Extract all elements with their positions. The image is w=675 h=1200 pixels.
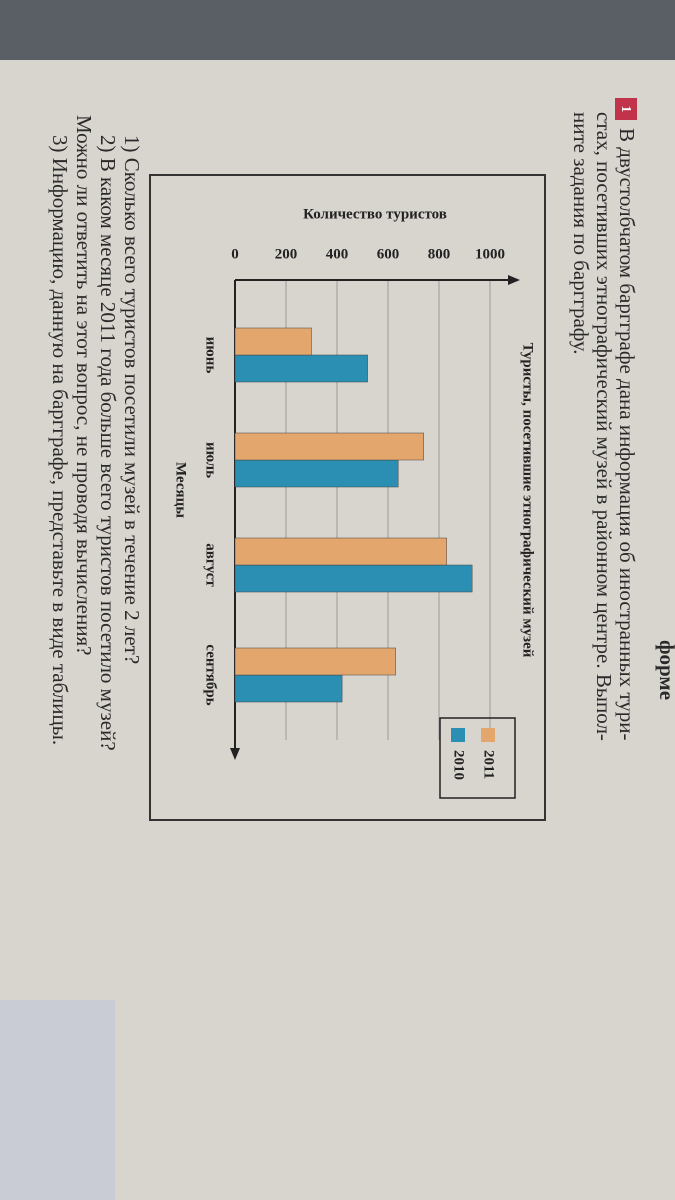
question-line: 3) Информацию, данную на баргграфе, пред… (48, 135, 72, 745)
intro-line: В двустолбчатом баргграфе дана информаци… (615, 128, 639, 740)
bar (234, 327, 312, 356)
y-tick-label: 800 (428, 246, 451, 262)
y-tick-label: 200 (275, 246, 298, 262)
bar (234, 432, 424, 461)
axis-arrow (230, 748, 240, 760)
intro-line: ните задания по баргграфу. (569, 112, 593, 355)
chart-frame (149, 174, 546, 821)
question-line: 2) В каком месяце 2011 года больше всего… (96, 135, 120, 751)
rotated-page: форме 1 В двустолбчатом баргграфе дана и… (0, 60, 675, 1200)
legend-label: 2010 (451, 750, 467, 780)
axis-arrow (508, 275, 520, 285)
y-tick-label: 400 (326, 246, 349, 262)
y-tick-label: 1000 (475, 246, 505, 262)
question-line: Можно ли ответить на этот вопрос, не про… (72, 115, 96, 655)
y-tick-label: 0 (231, 246, 239, 262)
task-number: 1 (618, 106, 633, 113)
bar (234, 647, 396, 676)
bar (234, 354, 368, 383)
chart-title: Туристы, посетившие этнографический музе… (520, 343, 536, 658)
y-tick-label: 600 (377, 246, 400, 262)
x-tick-label: июнь (203, 337, 219, 374)
x-axis-label: Месяцы (173, 462, 189, 518)
x-tick-label: июль (203, 442, 219, 478)
legend-box (439, 717, 516, 799)
task-badge (615, 98, 637, 120)
bar (234, 537, 447, 566)
heading: форме (655, 640, 675, 700)
y-axis-label: Количество туристов (303, 206, 447, 222)
notebook (0, 1000, 115, 1200)
bar (234, 564, 473, 593)
legend-swatch (481, 728, 495, 742)
bar (234, 674, 343, 703)
x-tick-label: сентябрь (203, 644, 219, 705)
bar (234, 459, 399, 488)
legend-label: 2011 (481, 750, 497, 779)
question-line: 1) Сколько всего туристов посетили музей… (120, 135, 144, 664)
intro-line: стах, посетивших этнографический музей в… (592, 112, 616, 741)
x-tick-label: август (203, 543, 219, 587)
legend-swatch (451, 728, 465, 742)
